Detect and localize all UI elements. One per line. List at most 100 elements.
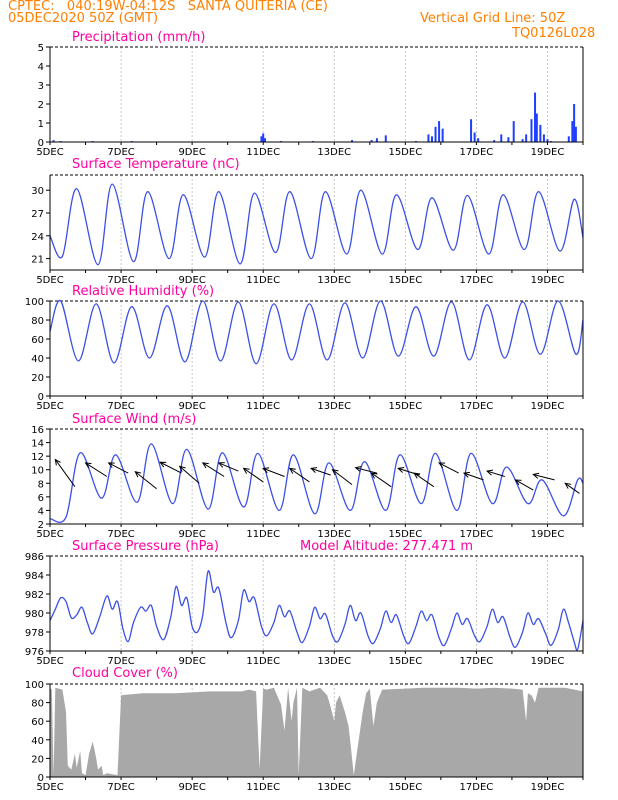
wind-arrow bbox=[263, 467, 285, 477]
rh-x-tick-label: 17DEC bbox=[460, 401, 494, 412]
precip-bar bbox=[512, 121, 515, 142]
precip-bar bbox=[525, 134, 528, 142]
precip-bar bbox=[546, 139, 549, 142]
wind-arrow-head bbox=[159, 461, 167, 468]
pres-y-tick-label: 982 bbox=[25, 590, 44, 601]
rh-x-tick-label: 11DEC bbox=[246, 401, 280, 412]
rh-x-tick-label: 7DEC bbox=[107, 401, 134, 412]
temp-series-line bbox=[49, 183, 584, 266]
wind-x-tick-label: 5DEC bbox=[36, 529, 63, 540]
wind-arrow bbox=[486, 470, 505, 477]
cloud-x-tick-label: 19DEC bbox=[531, 782, 565, 793]
precip-bar bbox=[507, 137, 510, 142]
rh-x-tick-label: 15DEC bbox=[388, 401, 422, 412]
wind-arrow-head bbox=[310, 467, 318, 473]
pres-x-tick-label: 9DEC bbox=[178, 656, 205, 667]
wind-arrow bbox=[311, 467, 331, 476]
precip-bar bbox=[370, 140, 373, 142]
wind-y-tick-label: 2 bbox=[38, 520, 44, 531]
precip-bar bbox=[530, 119, 533, 142]
wind-arrow-head bbox=[514, 479, 522, 486]
precip-x-tick-label: 13DEC bbox=[317, 147, 351, 158]
wind-arrow bbox=[413, 472, 435, 488]
precip-bar bbox=[262, 133, 265, 142]
temp-x-tick-label: 13DEC bbox=[317, 275, 351, 286]
cloud-y-tick-label: 100 bbox=[25, 680, 44, 691]
wind-y-tick-label: 16 bbox=[31, 425, 44, 436]
rh-x-tick-label: 5DEC bbox=[36, 401, 63, 412]
wind-x-tick-label: 15DEC bbox=[388, 529, 422, 540]
precip-bar bbox=[574, 126, 577, 142]
pres-y-tick-label: 976 bbox=[25, 647, 44, 658]
wind-x-tick-label: 13DEC bbox=[317, 529, 351, 540]
wind-arrow-head bbox=[331, 469, 339, 476]
pres-x-tick-label: 11DEC bbox=[246, 656, 280, 667]
precip-bar bbox=[539, 124, 542, 142]
wind-y-tick-label: 6 bbox=[38, 493, 44, 504]
wind-arrow-head bbox=[262, 467, 270, 474]
rh-x-tick-label: 19DEC bbox=[531, 401, 565, 412]
rh-x-tick-label: 9DEC bbox=[178, 401, 205, 412]
precip-bar bbox=[427, 134, 430, 142]
temp-y-tick-label: 24 bbox=[31, 232, 44, 243]
precip-bar bbox=[434, 126, 437, 142]
temp-x-tick-label: 7DEC bbox=[107, 275, 134, 286]
precip-x-tick-label: 7DEC bbox=[107, 147, 134, 158]
wind-arrow bbox=[371, 472, 392, 488]
precip-bar bbox=[473, 132, 476, 142]
precip-y-tick-label: 4 bbox=[38, 62, 44, 73]
rh-series-line bbox=[49, 300, 584, 365]
pres-y-tick-label: 986 bbox=[25, 552, 44, 563]
wind-panel-title: Surface Wind (m/s) bbox=[72, 412, 196, 427]
wind-arrow-head bbox=[485, 469, 494, 476]
precip-bar bbox=[500, 134, 503, 142]
cloud-y-tick-label: 60 bbox=[31, 717, 44, 728]
wind-arrow bbox=[463, 472, 484, 481]
precip-bar bbox=[535, 113, 538, 142]
wind-arrow bbox=[515, 479, 534, 491]
rh-y-tick-label: 0 bbox=[38, 392, 44, 403]
wind-arrow-head bbox=[354, 465, 362, 472]
cloud-y-tick-label: 80 bbox=[31, 699, 44, 710]
rh-y-tick-label: 60 bbox=[31, 335, 44, 346]
rh-panel-title: Relative Humidity (%) bbox=[72, 284, 214, 299]
cloud-area bbox=[50, 687, 583, 777]
pres-x-tick-label: 15DEC bbox=[388, 656, 422, 667]
precip-bar bbox=[573, 104, 576, 142]
cloud-panel-title: Cloud Cover (%) bbox=[72, 666, 178, 681]
cloud-y-tick-label: 0 bbox=[38, 773, 44, 784]
wind-arrow-head bbox=[178, 465, 186, 473]
temp-x-tick-label: 11DEC bbox=[246, 275, 280, 286]
precip-bar bbox=[260, 136, 263, 142]
precip-x-tick-label: 5DEC bbox=[36, 147, 63, 158]
temp-panel-title: Surface Temperature (nC) bbox=[72, 157, 240, 172]
header-run-time: 05DEC2020 50Z (GMT) bbox=[8, 11, 159, 26]
temp-y-tick-label: 30 bbox=[31, 186, 44, 197]
precip-panel-title: Precipitation (mm/h) bbox=[72, 30, 205, 45]
wind-x-tick-label: 17DEC bbox=[460, 529, 494, 540]
precip-bar bbox=[375, 138, 378, 142]
cloud-x-tick-label: 11DEC bbox=[246, 782, 280, 793]
temp-x-tick-label: 17DEC bbox=[460, 275, 494, 286]
wind-arrow bbox=[355, 467, 378, 474]
wind-arrow bbox=[202, 462, 225, 477]
wind-arrow bbox=[85, 462, 108, 477]
wind-arrow bbox=[533, 473, 555, 481]
wind-arrow bbox=[564, 482, 580, 494]
wind-arrow-head bbox=[54, 458, 61, 466]
wind-arrow-head bbox=[532, 472, 540, 479]
wind-arrow-head bbox=[397, 467, 405, 473]
wind-arrow bbox=[289, 467, 310, 483]
precip-y-tick-label: 2 bbox=[38, 100, 44, 111]
wind-y-tick-label: 4 bbox=[38, 506, 44, 517]
wind-arrow bbox=[54, 459, 76, 487]
wind-arrow-head bbox=[201, 462, 209, 469]
precip-x-tick-label: 15DEC bbox=[388, 147, 422, 158]
header-grid-line: Vertical Grid Line: 50Z bbox=[420, 11, 566, 26]
precip-x-tick-label: 19DEC bbox=[531, 147, 565, 158]
temp-x-tick-label: 15DEC bbox=[388, 275, 422, 286]
precip-bar bbox=[430, 136, 433, 142]
wind-arrow bbox=[218, 462, 239, 472]
